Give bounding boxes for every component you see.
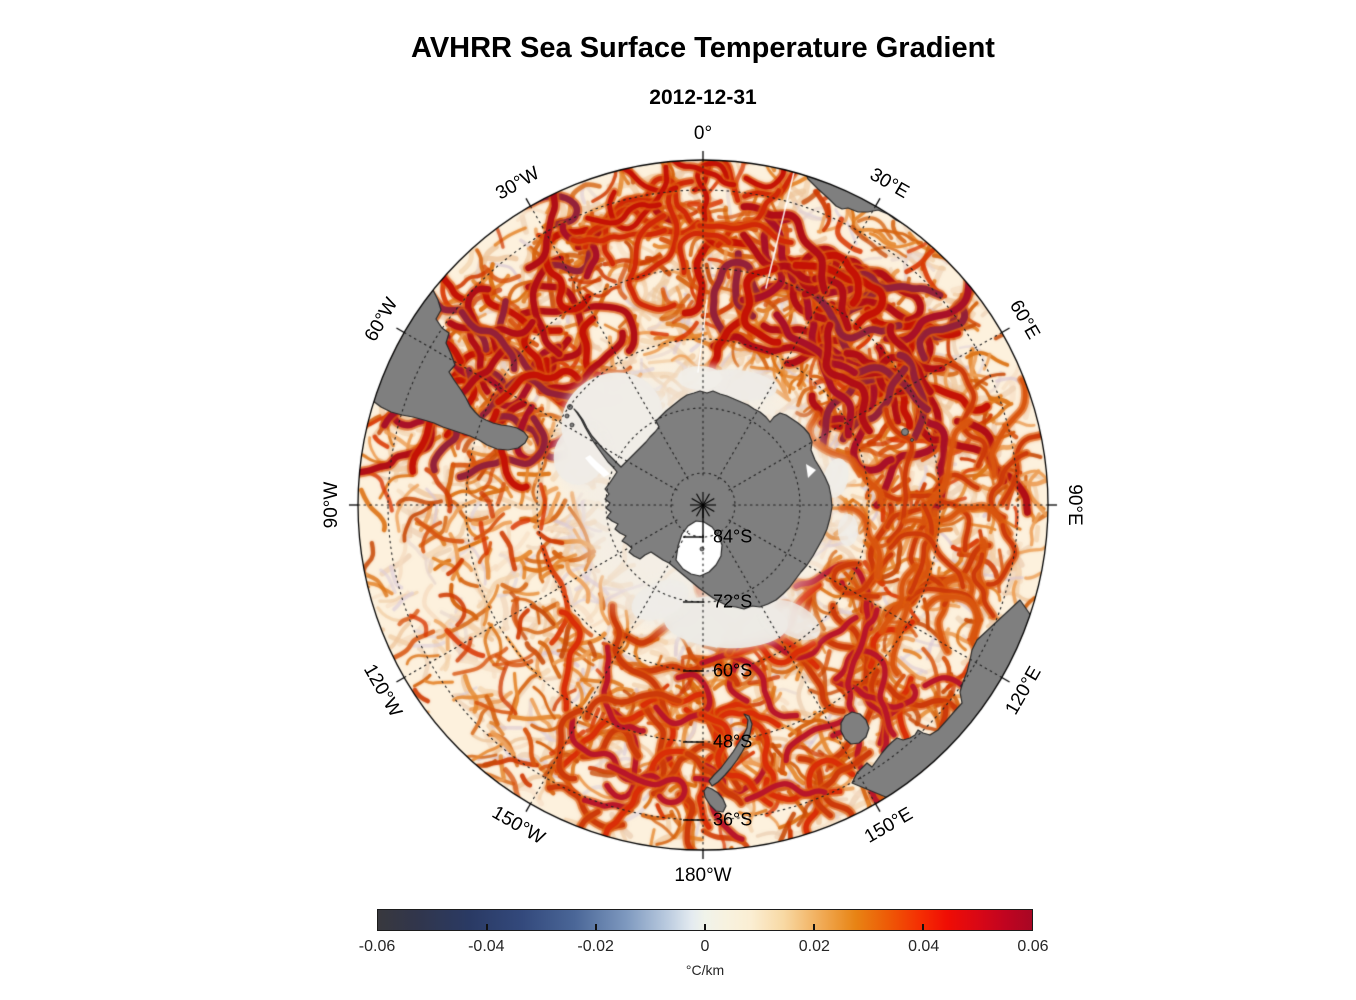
colorbar-tick-label-2: -0.02 xyxy=(577,938,614,955)
colorbar-tick-label-0: -0.06 xyxy=(358,938,396,955)
latitude-label-48S: 48°S xyxy=(713,731,753,752)
colorbar-tick-label-6: 0.06 xyxy=(1017,938,1049,955)
latitude-label-84S: 84°S xyxy=(713,526,753,547)
meridian-label-0: 0° xyxy=(693,123,713,144)
colorbar-gradient xyxy=(377,909,1033,931)
chart-title: AVHRR Sea Surface Temperature Gradient xyxy=(411,32,995,64)
colorbar-tick-label-3: 0 xyxy=(700,938,710,955)
latitude-label-60S: 60°S xyxy=(713,660,753,681)
colorbar-tick-label-4: 0.02 xyxy=(798,938,830,955)
colorbar-tickmark-5 xyxy=(922,924,924,930)
colorbar-unit-label: °C/km xyxy=(685,962,725,978)
meridian-label-90E: 90°E xyxy=(1064,484,1085,526)
colorbar-tick-label-1: -0.04 xyxy=(468,938,505,955)
meridian-label-90W: 90°W xyxy=(321,481,342,529)
colorbar-tickmark-2 xyxy=(594,924,597,930)
colorbar-tickmark-4 xyxy=(812,924,815,930)
colorbar-tick-label-5: 0.04 xyxy=(908,938,940,955)
meridian-label-180W: 180°W xyxy=(674,865,732,886)
latitude-label-36S: 36°S xyxy=(713,809,753,830)
latitude-label-72S: 72°S xyxy=(713,591,753,612)
colorbar-tickmark-1 xyxy=(485,924,488,930)
chart-subtitle: 2012-12-31 xyxy=(649,86,757,109)
colorbar-tickmark-3 xyxy=(704,924,706,930)
